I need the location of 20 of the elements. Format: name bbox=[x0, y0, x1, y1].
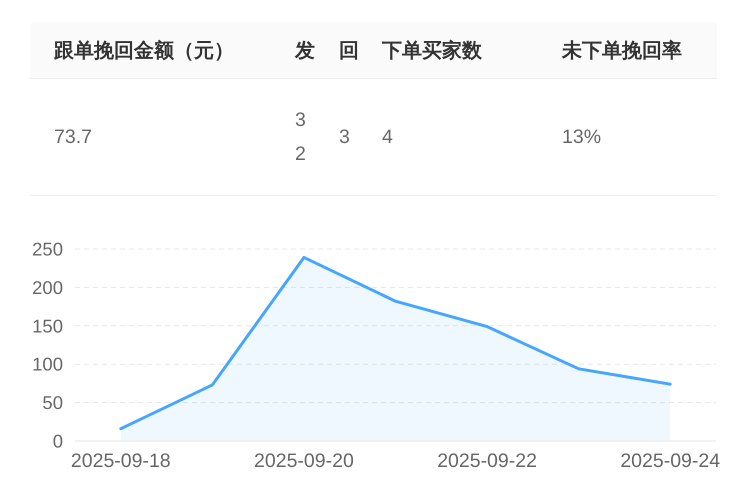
y-tick-label: 250 bbox=[32, 238, 63, 260]
x-tick-label: 2025-09-22 bbox=[437, 450, 537, 472]
text: 13% bbox=[562, 126, 602, 148]
category-label: 下单买家数 bbox=[382, 37, 482, 64]
text: 73.7 bbox=[54, 126, 92, 148]
y-tick-label: 0 bbox=[52, 430, 63, 452]
x-tick-label: 2025-09-20 bbox=[254, 450, 354, 472]
text: 32 bbox=[295, 109, 306, 165]
x-tick-label: 2025-09-18 bbox=[70, 450, 171, 472]
y-tick-label: 50 bbox=[42, 392, 63, 414]
text: 4 bbox=[382, 126, 393, 148]
category-label: 跟单挽回金额（元） bbox=[54, 37, 234, 64]
category-label: 未下单挽回率 bbox=[562, 37, 682, 64]
y-tick-label: 100 bbox=[32, 354, 63, 375]
y-tick-label: 150 bbox=[32, 315, 63, 336]
category-label: 发 bbox=[295, 37, 315, 64]
x-tick-label: 2025-09-24 bbox=[620, 450, 720, 472]
category-label: 回 bbox=[339, 37, 359, 64]
y-tick-label: 200 bbox=[32, 276, 63, 298]
text: 3 bbox=[339, 126, 350, 148]
